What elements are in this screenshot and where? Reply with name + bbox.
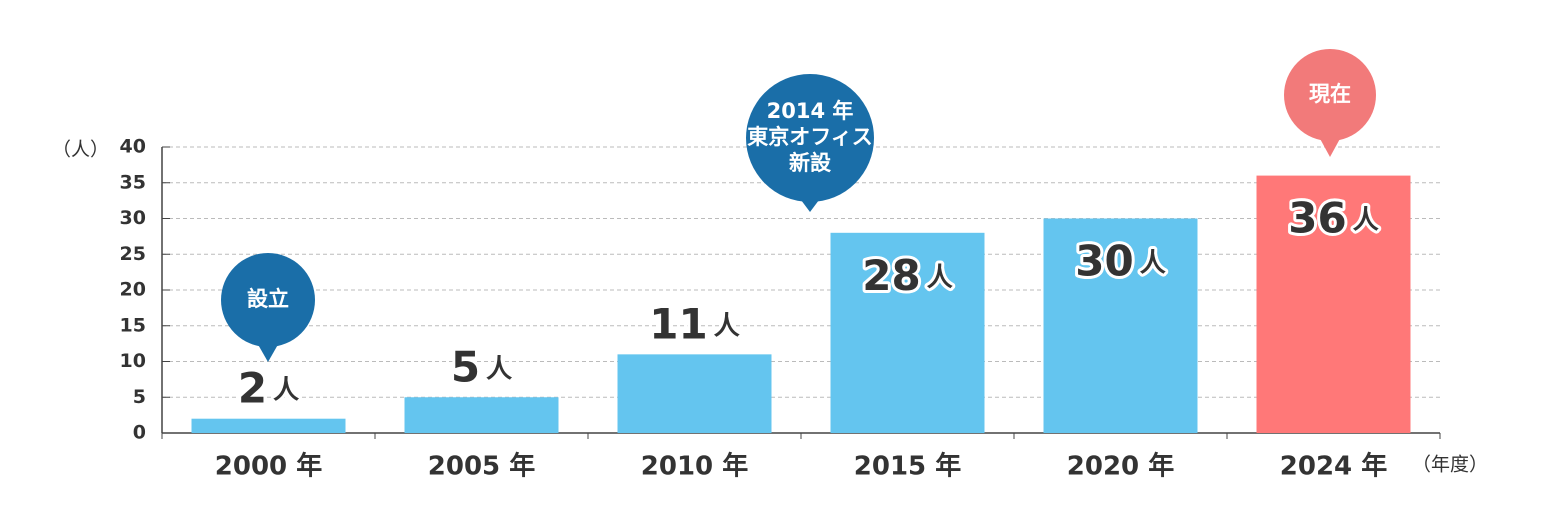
x-tick-label: 2000 年 — [215, 451, 322, 482]
x-tick-label: 2005 年 — [428, 451, 535, 482]
callout: 設立 — [221, 253, 315, 362]
y-tick-label: 15 — [120, 314, 146, 336]
y-tick-label: 25 — [120, 243, 146, 265]
x-tick-label: 2020 年 — [1067, 451, 1174, 482]
callout-text: 設立 — [247, 287, 289, 311]
bar — [1256, 175, 1411, 433]
bar — [404, 397, 559, 433]
bar — [1043, 218, 1198, 433]
y-tick-label: 5 — [133, 386, 146, 408]
bar — [191, 418, 346, 433]
y-tick-label: 20 — [120, 279, 146, 301]
callout-bubble — [746, 74, 874, 202]
callout-bubble — [1284, 49, 1376, 141]
callout: 現在 — [1284, 49, 1376, 157]
y-tick-label: 30 — [120, 207, 146, 229]
y-tick-label: 10 — [120, 350, 146, 372]
bar — [830, 232, 985, 433]
x-tick-label: 2015 年 — [854, 451, 961, 482]
value-label: 36 人 — [1288, 193, 1378, 242]
x-tick-label: 2024 年 — [1280, 451, 1387, 482]
callout-bubble — [221, 253, 315, 347]
y-tick-label: 40 — [120, 136, 146, 158]
value-label: 30 人 — [1075, 236, 1165, 285]
y-tick-label: 35 — [120, 171, 146, 193]
callout-text: 現在 — [1309, 82, 1351, 106]
callout-text: 東京オフィス — [747, 125, 873, 149]
callout-text: 新設 — [789, 151, 832, 175]
x-axis-label: （年度） — [1412, 454, 1488, 476]
value-label: 28 人 — [862, 250, 952, 299]
y-axis-label: （人） — [52, 139, 109, 161]
bar — [617, 354, 772, 433]
callout-text: 2014 年 — [767, 99, 854, 123]
y-tick-label: 0 — [133, 422, 146, 444]
x-tick-label: 2010 年 — [641, 451, 748, 482]
value-label: 11 人 — [649, 299, 739, 348]
